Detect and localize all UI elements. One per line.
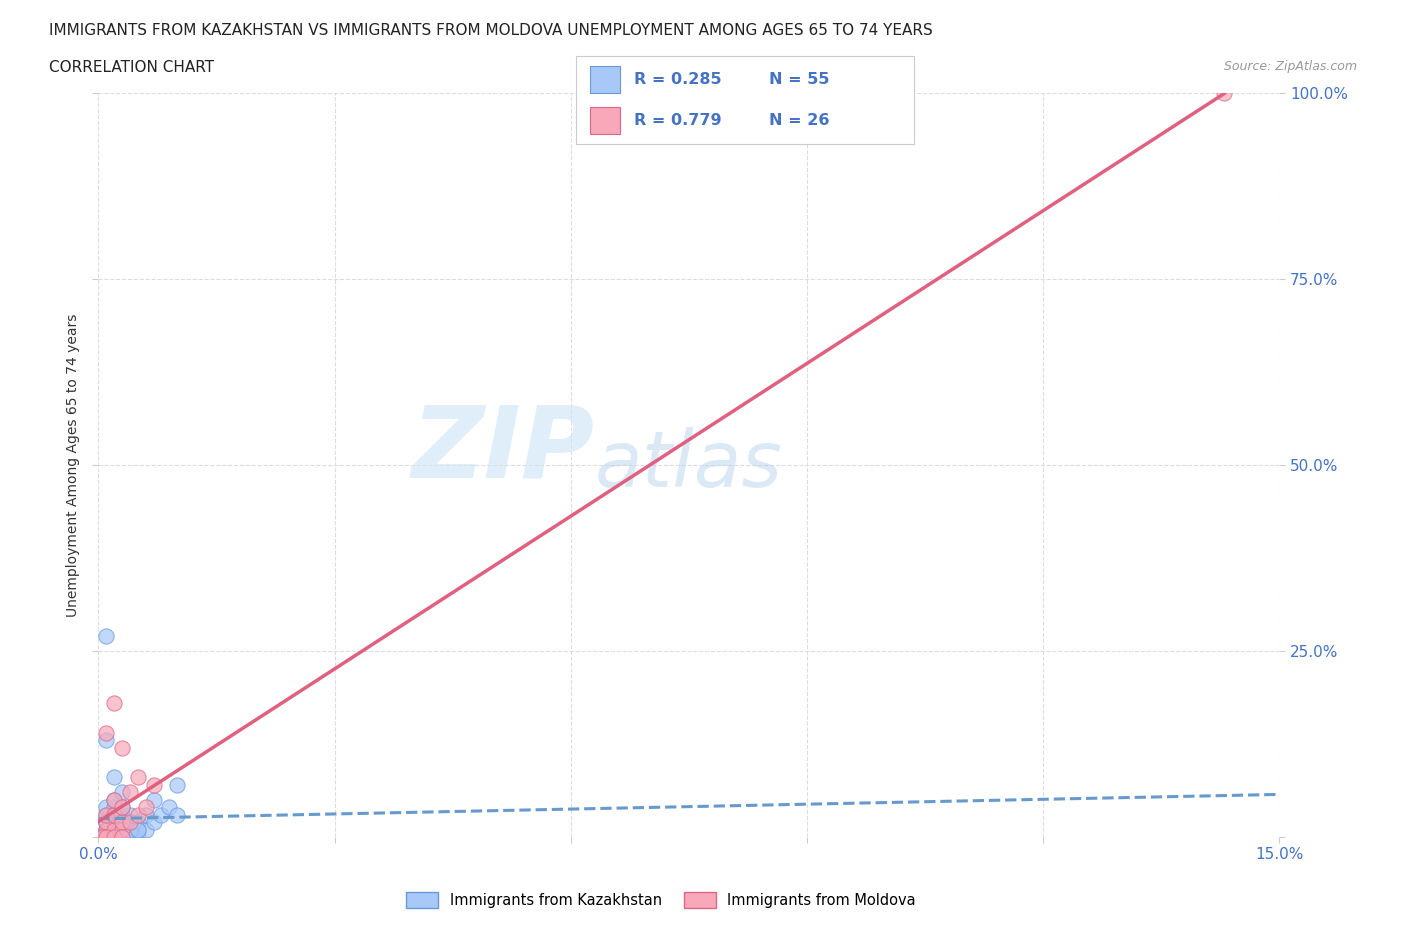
Point: [103, 830, 125, 844]
Point: [103, 822, 125, 837]
Point: [96, 733, 118, 748]
Point: [1213, 86, 1236, 100]
Point: [142, 777, 165, 792]
Point: [96, 725, 118, 740]
Point: [111, 815, 134, 830]
Point: [103, 815, 125, 830]
Point: [103, 696, 125, 711]
Point: [118, 830, 141, 844]
Point: [96, 807, 118, 822]
Point: [91, 830, 114, 844]
Point: [103, 830, 125, 844]
Point: [96, 830, 118, 844]
Point: [111, 785, 134, 800]
Point: [118, 815, 141, 830]
Point: [103, 822, 125, 837]
Point: [96, 822, 118, 837]
Point: [96, 830, 118, 844]
Text: N = 55: N = 55: [769, 73, 830, 87]
Text: IMMIGRANTS FROM KAZAKHSTAN VS IMMIGRANTS FROM MOLDOVA UNEMPLOYMENT AMONG AGES 65: IMMIGRANTS FROM KAZAKHSTAN VS IMMIGRANTS…: [49, 23, 934, 38]
Point: [166, 807, 188, 822]
Point: [103, 770, 125, 785]
Y-axis label: Unemployment Among Ages 65 to 74 years: Unemployment Among Ages 65 to 74 years: [66, 313, 80, 617]
Point: [111, 830, 134, 844]
Point: [96, 822, 118, 837]
Point: [103, 822, 125, 837]
Point: [111, 800, 134, 815]
Point: [96, 830, 118, 844]
Point: [103, 792, 125, 807]
Point: [150, 807, 173, 822]
Point: [111, 830, 134, 844]
Point: [103, 800, 125, 815]
Point: [96, 822, 118, 837]
Point: [127, 770, 149, 785]
Point: [111, 800, 134, 815]
Point: [96, 822, 118, 837]
Text: R = 0.285: R = 0.285: [634, 73, 721, 87]
Text: Source: ZipAtlas.com: Source: ZipAtlas.com: [1223, 60, 1357, 73]
Legend: Immigrants from Kazakhstan, Immigrants from Moldova: Immigrants from Kazakhstan, Immigrants f…: [399, 886, 922, 913]
Point: [91, 830, 114, 844]
Point: [96, 830, 118, 844]
Point: [103, 830, 125, 844]
Text: ZIP: ZIP: [412, 402, 595, 498]
Text: CORRELATION CHART: CORRELATION CHART: [49, 60, 214, 75]
Point: [127, 807, 149, 822]
Point: [103, 830, 125, 844]
Point: [111, 822, 134, 837]
Point: [166, 777, 188, 792]
Point: [96, 807, 118, 822]
Point: [118, 822, 141, 837]
Point: [96, 815, 118, 830]
Point: [96, 629, 118, 644]
Point: [111, 822, 134, 837]
Bar: [591, 107, 620, 134]
Point: [103, 807, 125, 822]
Point: [98, 830, 121, 844]
Point: [111, 815, 134, 830]
Text: atlas: atlas: [595, 427, 782, 503]
Point: [135, 822, 157, 837]
Point: [118, 822, 141, 837]
Point: [96, 830, 118, 844]
Point: [96, 815, 118, 830]
Point: [118, 815, 141, 830]
Point: [127, 822, 149, 837]
Point: [103, 792, 125, 807]
Point: [127, 815, 149, 830]
Point: [127, 830, 149, 844]
Text: R = 0.779: R = 0.779: [634, 113, 721, 127]
Point: [142, 792, 165, 807]
Bar: [591, 66, 620, 93]
Point: [118, 807, 141, 822]
Point: [91, 830, 114, 844]
Text: N = 26: N = 26: [769, 113, 830, 127]
Point: [103, 830, 125, 844]
Point: [127, 822, 149, 837]
Point: [103, 807, 125, 822]
Point: [103, 815, 125, 830]
Point: [157, 800, 180, 815]
Point: [118, 830, 141, 844]
Point: [111, 830, 134, 844]
Point: [111, 740, 134, 755]
Point: [103, 822, 125, 837]
Point: [96, 800, 118, 815]
Point: [91, 830, 114, 844]
Point: [111, 815, 134, 830]
Point: [135, 807, 157, 822]
Point: [111, 822, 134, 837]
Point: [142, 815, 165, 830]
Point: [111, 807, 134, 822]
Point: [118, 785, 141, 800]
Point: [111, 822, 134, 837]
Point: [96, 830, 118, 844]
Point: [135, 800, 157, 815]
